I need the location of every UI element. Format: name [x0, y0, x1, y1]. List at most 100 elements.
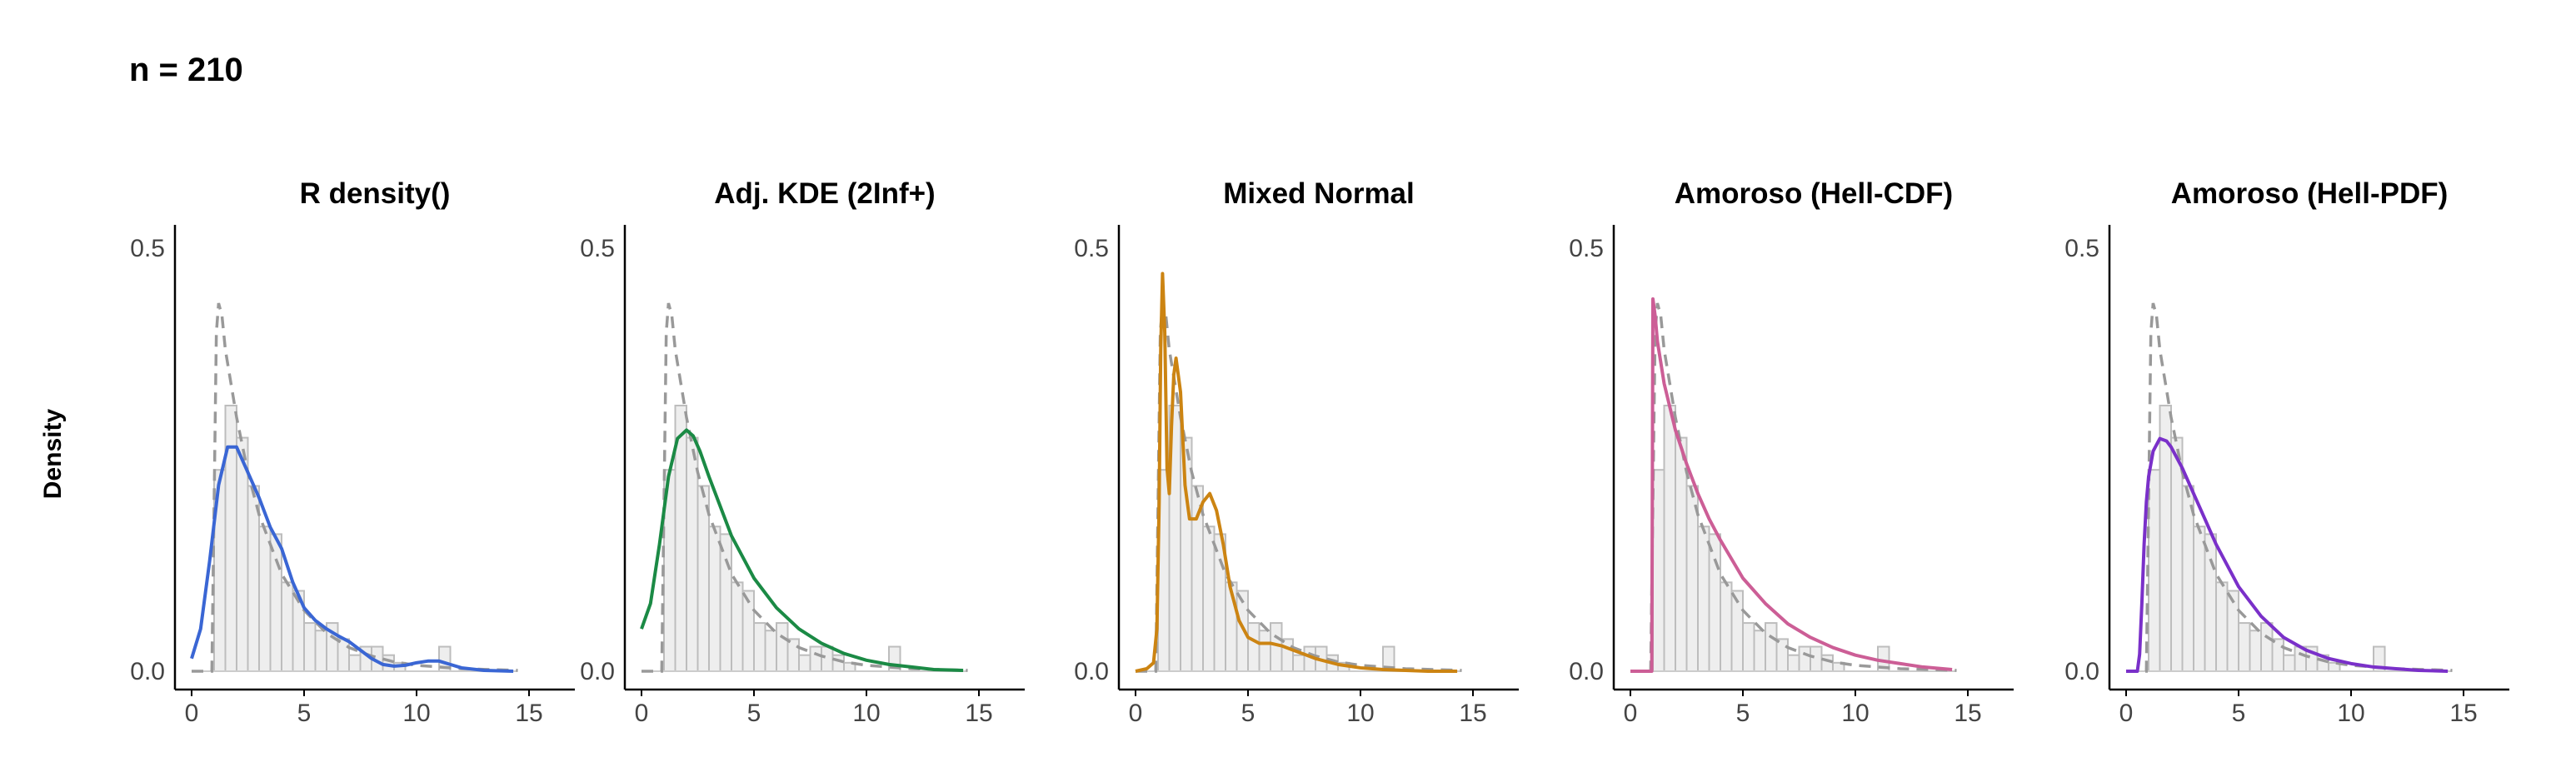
panel-1: R density() 0.0 0.5 0 5 10 15 [130, 177, 575, 727]
reference-density-curve [642, 302, 968, 673]
x-tick-label: 5 [1241, 700, 1256, 727]
histogram-bar [2148, 469, 2161, 673]
histogram-bar [1720, 581, 1733, 673]
histogram-bar [809, 645, 822, 673]
x-tick-label: 0 [1129, 700, 1143, 727]
y-tick-label: 0.0 [580, 658, 615, 685]
x-tick-label: 10 [402, 700, 430, 727]
panel-title: Amoroso (Hell-CDF) [1675, 177, 1953, 210]
reference-density-curve [2126, 302, 2453, 673]
histogram-bar [236, 436, 249, 672]
histogram-bar [831, 654, 845, 672]
histogram-bar [1765, 622, 1778, 673]
histogram-bar [303, 622, 317, 673]
y-tick-label: 0.0 [2064, 658, 2099, 685]
histogram-bar [719, 533, 732, 673]
x-tick-label: 15 [1459, 700, 1486, 727]
histogram-bar [1663, 404, 1676, 672]
x-tick-label: 10 [1841, 700, 1869, 727]
histogram-bar [348, 654, 362, 672]
histogram-bar [2283, 654, 2296, 672]
histogram-bar [1652, 469, 1665, 673]
histogram-bar [1775, 638, 1789, 673]
histogram-bar [764, 630, 777, 672]
histogram-bar [821, 645, 834, 673]
histogram-bar [314, 630, 327, 672]
histogram-bar [258, 525, 272, 672]
x-tick-label: 10 [1346, 700, 1374, 727]
x-tick-label: 15 [965, 700, 992, 727]
figure-title: n = 210 [129, 52, 243, 88]
histogram-bar [753, 622, 766, 673]
histogram-bar [1820, 654, 1834, 672]
x-tick-label: 10 [852, 700, 880, 727]
panel-5: Amoroso (Hell-PDF) 0.0 0.5 0 5 10 15 [2064, 177, 2509, 727]
x-tick-label: 0 [2119, 700, 2134, 727]
histogram-bar [1258, 630, 1271, 672]
histogram-bar [1787, 654, 1800, 672]
histogram-bar [2249, 630, 2262, 672]
reference-density-curve [1630, 302, 1957, 673]
histogram-bar [686, 436, 699, 672]
fitted-density-curve [2126, 436, 2449, 673]
histogram-bar [776, 622, 789, 673]
fitted-density-curve [640, 428, 964, 672]
y-tick-label: 0.5 [1569, 235, 1604, 262]
histogram-bar [269, 533, 282, 673]
panel-title: Mixed Normal [1223, 177, 1415, 210]
y-tick-label: 0.5 [130, 235, 165, 262]
y-tick-label: 0.0 [1074, 658, 1109, 685]
histogram-bar [1697, 525, 1710, 672]
histogram-bar [1675, 436, 1688, 672]
panel-2: Adj. KDE (2Inf+) 0.0 0.5 0 5 10 15 [580, 177, 1025, 727]
histogram-bar [1292, 654, 1305, 672]
x-tick-label: 5 [297, 700, 312, 727]
histogram-bar [798, 654, 811, 672]
x-tick-label: 15 [515, 700, 542, 727]
histogram-bar [1180, 436, 1193, 672]
histogram-bar [2215, 581, 2229, 673]
x-tick-label: 5 [1736, 700, 1750, 727]
x-tick-label: 5 [747, 700, 761, 727]
y-tick-label: 0.0 [1569, 658, 1604, 685]
histogram-bar [2271, 638, 2284, 673]
x-tick-label: 0 [185, 700, 199, 727]
histogram-bar [786, 638, 800, 673]
y-tick-label: 0.0 [130, 658, 165, 685]
reference-density-curve [192, 302, 518, 673]
y-tick-label: 0.5 [2064, 235, 2099, 262]
reference-density-curve [1136, 302, 1462, 673]
fitted-density-curve [1135, 271, 1458, 673]
fitted-density-curve [1630, 296, 1953, 673]
y-tick-label: 0.5 [1074, 235, 1109, 262]
histogram-bar [1742, 622, 1755, 673]
y-tick-label: 0.5 [580, 235, 615, 262]
histogram-bar [2193, 525, 2206, 672]
panel-3: Mixed Normal 0.0 0.5 0 5 10 15 [1074, 177, 1519, 727]
histogram-bar [1753, 630, 1766, 672]
panel-title: Amoroso (Hell-PDF) [2171, 177, 2449, 210]
histogram-bar [2170, 436, 2184, 672]
histogram-bar [731, 581, 744, 673]
histogram-bar [2238, 622, 2251, 673]
x-tick-label: 15 [2449, 700, 2477, 727]
x-tick-label: 15 [1954, 700, 1981, 727]
x-tick-label: 5 [2232, 700, 2246, 727]
histogram-bar [2260, 622, 2274, 673]
histogram-bar [1708, 533, 1721, 673]
histogram-bar [337, 638, 350, 673]
histogram-bar [1247, 622, 1261, 673]
x-tick-label: 10 [2337, 700, 2364, 727]
histogram-bar [1810, 645, 1823, 673]
x-tick-label: 0 [1624, 700, 1638, 727]
fitted-density-curve [190, 445, 514, 673]
x-tick-label: 0 [635, 700, 649, 727]
histogram-bar [1281, 638, 1294, 673]
histogram-bar [2204, 533, 2217, 673]
panel-title: R density() [300, 177, 451, 210]
histogram-bar [1202, 525, 1216, 672]
histogram-bar [708, 525, 721, 672]
panel-4: Amoroso (Hell-CDF) 0.0 0.5 0 5 10 15 [1569, 177, 2014, 727]
panel-title: Adj. KDE (2Inf+) [714, 177, 935, 210]
